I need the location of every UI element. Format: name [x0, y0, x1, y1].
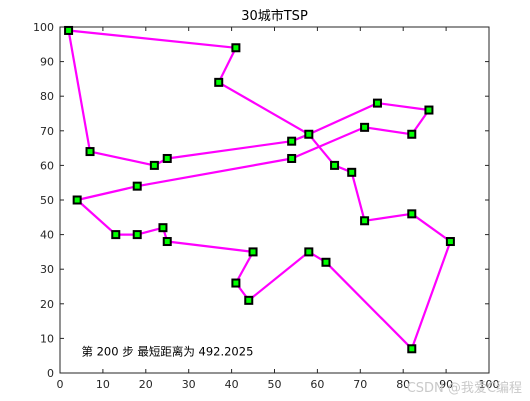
- x-tick-label: 80: [396, 378, 410, 391]
- city-marker: [158, 223, 168, 233]
- city-marker: [162, 153, 172, 163]
- x-tick-label: 20: [139, 378, 153, 391]
- city-marker: [132, 230, 142, 240]
- y-tick-label: 70: [40, 125, 54, 138]
- city-marker: [132, 181, 142, 191]
- city-marker: [330, 160, 340, 170]
- city-marker: [304, 129, 314, 139]
- y-tick-label: 50: [40, 194, 54, 207]
- city-marker: [149, 160, 159, 170]
- city-marker: [304, 247, 314, 257]
- city-markers: [64, 25, 455, 354]
- x-tick-label: 10: [96, 378, 110, 391]
- y-tick-label: 80: [40, 90, 54, 103]
- city-marker: [111, 230, 121, 240]
- x-tick-label: 0: [57, 378, 64, 391]
- city-marker: [231, 278, 241, 288]
- x-tick-label: 100: [479, 378, 500, 391]
- city-marker: [424, 105, 434, 115]
- y-tick-label: 30: [40, 263, 54, 276]
- y-tick-label: 60: [40, 159, 54, 172]
- city-marker: [372, 98, 382, 108]
- city-marker: [287, 136, 297, 146]
- x-tick-label: 40: [225, 378, 239, 391]
- plot-area: [59, 26, 490, 374]
- city-marker: [72, 195, 82, 205]
- tsp-route-line: [67, 29, 452, 350]
- city-marker: [231, 43, 241, 53]
- x-tick-label: 30: [182, 378, 196, 391]
- city-marker: [162, 237, 172, 247]
- city-marker: [85, 147, 95, 157]
- city-marker: [347, 167, 357, 177]
- y-tick-label: 40: [40, 229, 54, 242]
- x-tick-label: 70: [353, 378, 367, 391]
- y-tick-label: 0: [47, 367, 54, 380]
- chart-title: 30城市TSP: [241, 8, 308, 24]
- city-marker: [64, 25, 74, 35]
- city-marker: [360, 216, 370, 226]
- step-distance-annotation: 第 200 步 最短距离为 492.2025: [81, 345, 253, 359]
- city-marker: [248, 247, 258, 257]
- city-marker: [321, 257, 331, 267]
- y-tick-label: 100: [33, 21, 54, 34]
- x-tick-label: 60: [310, 378, 324, 391]
- city-marker: [214, 77, 224, 87]
- watermark: CSDN @我爱C编程: [407, 381, 522, 396]
- x-tick-label: 90: [439, 378, 453, 391]
- city-marker: [244, 295, 254, 305]
- city-marker: [445, 237, 455, 247]
- y-tick-label: 20: [40, 298, 54, 311]
- city-marker: [407, 129, 417, 139]
- city-marker: [407, 209, 417, 219]
- city-marker: [287, 153, 297, 163]
- y-tick-label: 10: [40, 332, 54, 345]
- route-path: [67, 29, 452, 350]
- y-tick-label: 90: [40, 56, 54, 69]
- city-marker: [407, 344, 417, 354]
- x-tick-label: 50: [268, 378, 282, 391]
- axis-ticks: 0 10 20 30 40 50 60 70 80 90 100 0 10 20 30 40 50 60 70 80 9…: [33, 21, 500, 391]
- city-marker: [360, 122, 370, 132]
